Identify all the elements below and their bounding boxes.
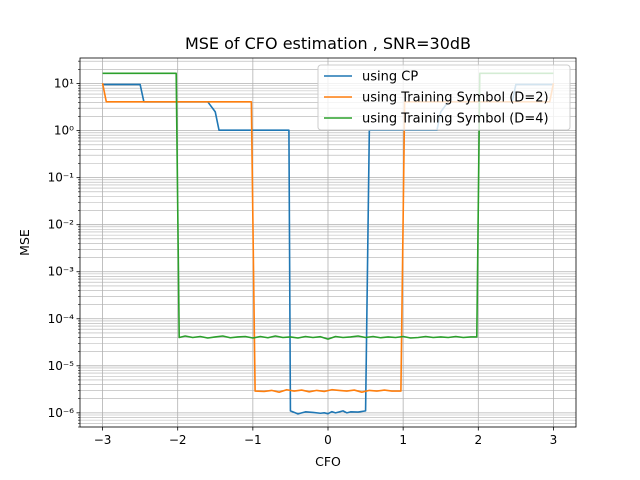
chart-title: MSE of CFO estimation , SNR=30dB (185, 34, 471, 53)
x-tick-label: 0 (324, 433, 332, 447)
series-line-3 (102, 72, 554, 340)
y-axis-label: MSE (17, 229, 32, 256)
y-tick-label: 10⁻⁶ (48, 406, 75, 420)
x-tick-label: 1 (399, 433, 407, 447)
y-tick-label: 10⁻³ (48, 265, 75, 279)
axis-ticks: 10⁻⁶ 10⁻⁵ 10⁻⁴ 10⁻³ 10⁻² 10⁻¹ 10⁰ 10¹ −3 −2 −1 0 1 2 3 (48, 60, 558, 447)
y-tick-label: 10⁰ (54, 124, 74, 138)
x-tick-label: −1 (244, 433, 262, 447)
x-tick-label: −3 (94, 433, 112, 447)
series-line-2 (101, 83, 555, 393)
legend-label-3: using Training Symbol (D=4) (362, 112, 549, 127)
y-tick-label: 10⁻¹ (48, 171, 75, 185)
legend-label-1: using CP (362, 70, 418, 85)
legend-label-2: using Training Symbol (D=2) (362, 91, 549, 106)
x-tick-label: 3 (550, 433, 558, 447)
x-tick-label: 2 (474, 433, 482, 447)
y-tick-label: 10⁻⁵ (48, 359, 75, 373)
y-tick-label: 10¹ (54, 77, 74, 91)
y-tick-label: 10⁻² (48, 218, 75, 232)
legend: using CP using Training Symbol (D=2) using… (317, 64, 571, 131)
x-tick-label: −2 (169, 433, 187, 447)
x-axis-label: CFO (315, 454, 341, 469)
y-tick-label: 10⁻⁴ (48, 312, 75, 326)
legend-box (317, 64, 571, 131)
